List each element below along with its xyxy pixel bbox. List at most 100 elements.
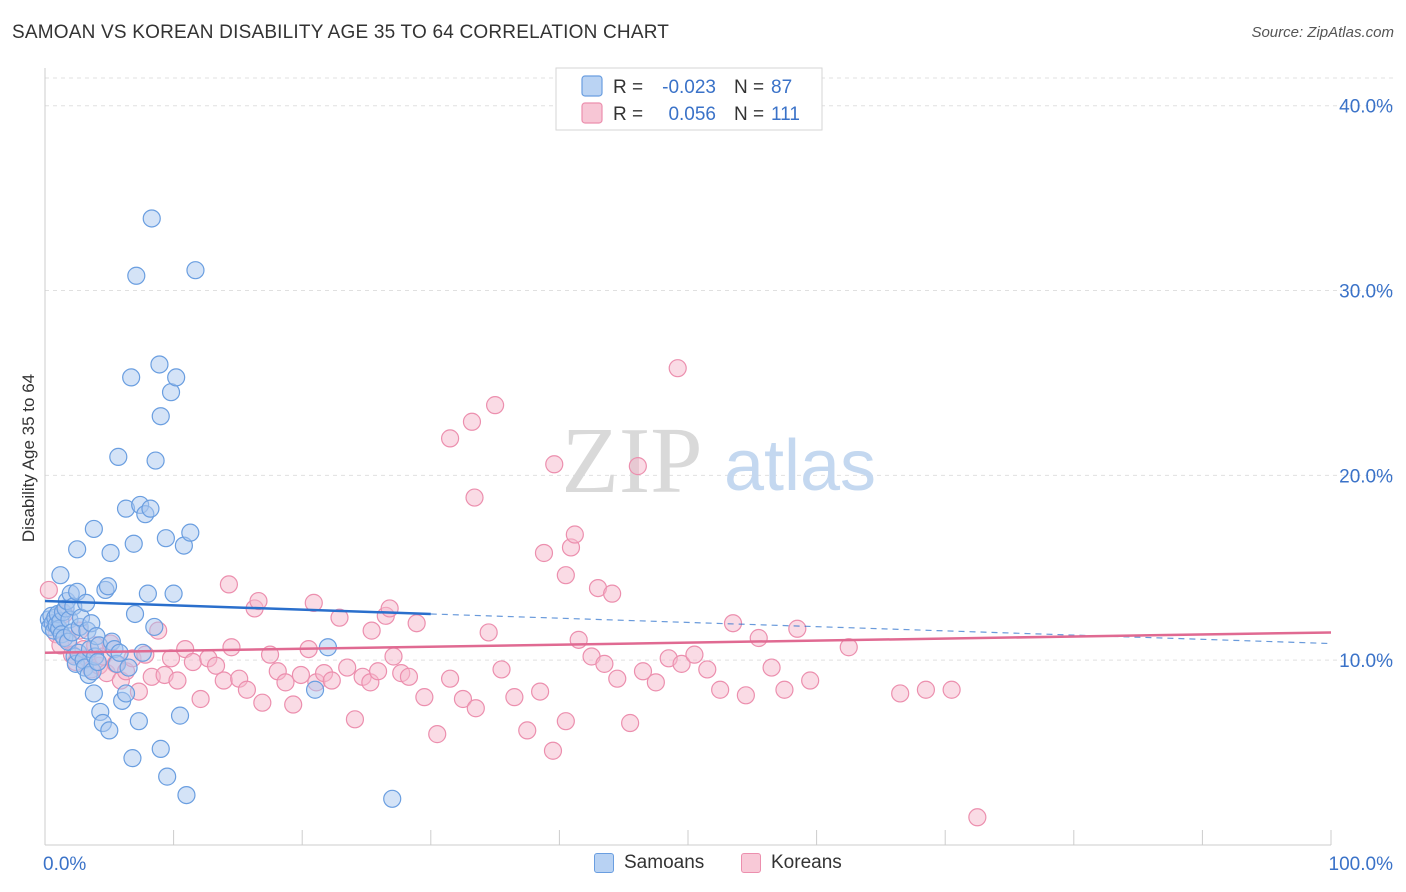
trend-lines bbox=[44, 599, 1332, 655]
korean-point bbox=[531, 682, 550, 701]
samoan-point bbox=[122, 368, 141, 387]
korean-point bbox=[749, 628, 768, 648]
korean-point bbox=[237, 680, 257, 699]
samoan-point bbox=[150, 355, 169, 374]
samoan-point bbox=[305, 680, 325, 699]
korean-point bbox=[399, 667, 419, 686]
source-label: Source: ZipAtlas.com bbox=[1251, 24, 1394, 41]
korean-point bbox=[633, 662, 653, 681]
samoan-point bbox=[129, 712, 148, 731]
korean-point bbox=[534, 543, 554, 563]
samoans-swatch-icon bbox=[594, 853, 614, 873]
korean-point bbox=[492, 660, 511, 679]
samoan-points bbox=[39, 209, 402, 808]
x-tick-label-max: 100.0% bbox=[1329, 854, 1394, 875]
legend-item-koreans[interactable]: Koreans bbox=[741, 852, 842, 874]
korean-point bbox=[968, 808, 987, 827]
korean-point bbox=[603, 584, 622, 603]
korean-point bbox=[788, 619, 807, 638]
korean-point bbox=[191, 689, 210, 709]
legend-n-value: 111 bbox=[771, 104, 800, 125]
samoan-point bbox=[141, 499, 160, 518]
legend-n-value: 87 bbox=[771, 77, 792, 98]
korean-point bbox=[284, 695, 303, 714]
legend-label-samoans: Samoans bbox=[624, 852, 705, 873]
legend-r-value: -0.023 bbox=[662, 77, 716, 98]
y-tick-label: 40.0% bbox=[1339, 97, 1393, 118]
korean-point bbox=[453, 689, 473, 709]
grid-lines bbox=[45, 77, 1393, 661]
legend-label-koreans: Koreans bbox=[771, 852, 842, 873]
korean-point bbox=[322, 671, 341, 690]
korean-point bbox=[698, 660, 717, 679]
korean-point bbox=[556, 712, 575, 731]
series-legend: Samoans Koreans bbox=[0, 852, 1406, 878]
samoan-point bbox=[167, 368, 186, 387]
korean-point bbox=[465, 488, 484, 507]
korean-point bbox=[253, 693, 272, 712]
korean-point bbox=[249, 591, 268, 611]
chart-title: SAMOAN VS KOREAN DISABILITY AGE 35 TO 64… bbox=[12, 22, 670, 43]
korean-point bbox=[668, 359, 687, 378]
legend-item-samoans[interactable]: Samoans bbox=[594, 852, 704, 874]
samoan-point bbox=[125, 604, 145, 624]
korean-point bbox=[839, 638, 858, 657]
samoan-point bbox=[68, 540, 87, 559]
korean-point bbox=[762, 658, 781, 677]
korean-point bbox=[595, 654, 614, 673]
korean-point bbox=[440, 429, 460, 448]
samoan-point bbox=[156, 529, 175, 548]
watermark: ZIP atlas bbox=[562, 409, 877, 513]
legend-r-label: R = bbox=[613, 77, 643, 98]
korean-point bbox=[736, 686, 755, 705]
korean-point bbox=[556, 566, 575, 585]
axes bbox=[44, 68, 1332, 846]
korean-point bbox=[621, 713, 640, 733]
korean-point bbox=[214, 671, 233, 690]
korean-point bbox=[565, 525, 584, 544]
samoan-point bbox=[164, 584, 183, 603]
korean-point bbox=[891, 684, 910, 703]
axis-labels: 10.0% 20.0% 30.0% 40.0% 0.0% 100.0% Disability… bbox=[19, 97, 1393, 875]
korean-point bbox=[345, 710, 365, 729]
y-axis-title: Disability Age 35 to 64 bbox=[19, 374, 38, 542]
korean-point bbox=[168, 671, 187, 690]
samoan-point bbox=[109, 447, 128, 466]
x-tick-label-min: 0.0% bbox=[43, 854, 86, 875]
samoan-point bbox=[151, 407, 170, 426]
korean-point bbox=[183, 652, 202, 672]
korean-point bbox=[479, 623, 498, 642]
korean-point bbox=[775, 680, 794, 699]
korean-point bbox=[505, 688, 524, 707]
koreans-swatch-icon bbox=[741, 853, 761, 873]
samoan-point bbox=[116, 684, 136, 703]
korean-point bbox=[545, 455, 564, 474]
korean-point bbox=[276, 673, 295, 692]
y-tick-label: 10.0% bbox=[1339, 651, 1393, 672]
samoan-point bbox=[146, 451, 165, 470]
samoan-point bbox=[158, 767, 177, 786]
samoan-trend-line bbox=[44, 599, 431, 616]
samoan-point bbox=[84, 519, 103, 539]
korean-point bbox=[711, 680, 730, 699]
korean-point bbox=[462, 412, 482, 431]
korean-point bbox=[206, 656, 226, 675]
legend-n-label: N = bbox=[734, 104, 764, 125]
korean-point bbox=[39, 580, 58, 600]
samoan-point bbox=[177, 785, 196, 805]
samoan-point bbox=[51, 566, 70, 585]
samoan-point bbox=[145, 617, 164, 637]
legend-r-label: R = bbox=[613, 104, 643, 125]
samoan-point bbox=[100, 721, 119, 740]
korean-point bbox=[723, 614, 743, 633]
korean-point bbox=[466, 699, 485, 718]
korean-point bbox=[569, 630, 588, 649]
korean-point bbox=[646, 673, 665, 692]
samoan-point bbox=[101, 543, 120, 563]
korean-point bbox=[801, 671, 820, 690]
korean-point bbox=[672, 654, 691, 673]
korean-point bbox=[330, 608, 349, 627]
korean-point bbox=[486, 396, 505, 415]
korean-point bbox=[518, 721, 537, 740]
